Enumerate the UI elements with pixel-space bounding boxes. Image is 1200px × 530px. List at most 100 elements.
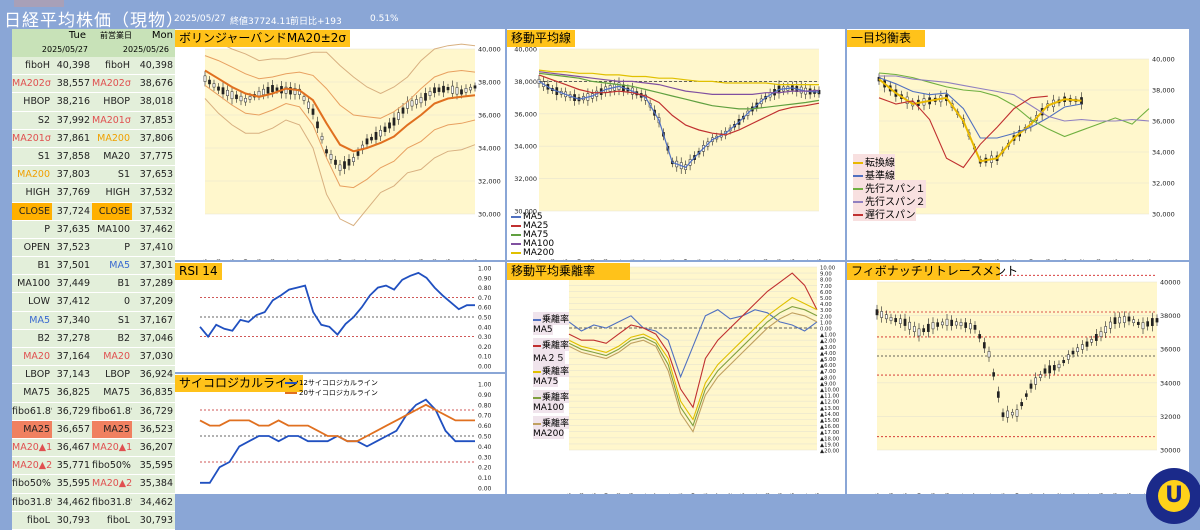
row-value: 37,410	[132, 238, 175, 257]
candle	[203, 75, 207, 82]
candle	[316, 121, 319, 129]
table-row: fibo50% 35,595 MA20▲2σ 35,384	[12, 475, 175, 494]
candle	[1132, 319, 1136, 323]
y-tick-label: 0.00	[820, 327, 832, 333]
candle	[248, 96, 252, 100]
row-value: 37,046	[132, 329, 175, 347]
legend-entry: MA100	[533, 403, 565, 413]
x-tick-label: 2025/05/13	[433, 259, 439, 260]
x-tick-label: 2025/03/18	[945, 493, 951, 494]
candle	[987, 351, 991, 358]
deviation-panel: 10.00 9.00 8.00 7.00 6.00 5.00 4.00 3.00 2.00 1.0…	[507, 262, 845, 525]
series-line	[568, 296, 818, 421]
candle	[992, 372, 996, 377]
x-tick-label: 2025/03/27	[945, 259, 951, 260]
candle	[1127, 316, 1131, 322]
y-tick-label: 0.60	[478, 305, 492, 312]
y-tick-label: 36,000	[478, 112, 501, 120]
candle	[469, 86, 472, 91]
legend-entry: 先行スパン１	[853, 180, 926, 195]
y-tick-label: 30,000	[478, 211, 501, 219]
candle	[1118, 316, 1122, 324]
row-value: 37,806	[132, 129, 175, 147]
legend-entry: 先行スパン２	[853, 193, 926, 208]
row-label: HBOP	[12, 93, 52, 111]
y-tick-label: ▲7.00	[820, 369, 836, 375]
psy-panel: 1.00 0.90 0.80 0.70 0.60 0.50 0.40 0.30 0.20 0.10…	[175, 374, 505, 494]
row-label: MA5	[12, 311, 52, 329]
row-value: 37,462	[132, 220, 175, 238]
row-label: LBOP	[12, 366, 52, 384]
row-value: 40,398	[52, 57, 92, 75]
x-tick-label: 2025/03/27	[298, 259, 304, 260]
table-row: MA100 37,449 B1 37,289	[12, 275, 175, 294]
y-tick-label: ▲1.00	[820, 333, 836, 339]
x-tick-label: 2025/05/26	[817, 259, 823, 260]
candle	[1043, 368, 1047, 374]
candle	[1136, 321, 1140, 325]
legend-entry: MA5	[511, 212, 543, 222]
y-tick-label: ▲4.00	[820, 351, 836, 357]
row-label: fibo50%	[12, 475, 52, 493]
x-tick-label: 2025/03/10	[911, 259, 917, 260]
y-tick-label: 0.40	[478, 444, 492, 451]
table-row: fibo31.8% 34,462 fibo31.8% 34,462	[12, 493, 175, 512]
row-value: 37,803	[52, 166, 92, 184]
series-line	[538, 72, 820, 110]
row-value: 37,164	[52, 348, 92, 366]
candle	[1080, 344, 1084, 350]
y-tick-label: 0.10	[478, 475, 492, 482]
x-tick-label: 2025/03/18	[629, 493, 635, 494]
candle	[1113, 317, 1117, 324]
row-label: MA202σ	[92, 75, 132, 93]
candle	[244, 98, 247, 103]
candle	[945, 318, 949, 326]
x-tick-label: 6/10/2025	[1130, 259, 1136, 260]
table-row: MA20▲1σ 36,467 MA20▲1σ 36,207	[12, 438, 175, 458]
candle	[311, 108, 315, 115]
header-pct: 0.51%	[370, 14, 399, 24]
header-date: 2025/05/27	[174, 14, 226, 24]
x-tick-label: 2025/03/10	[917, 493, 923, 494]
legend-entry: MA5	[533, 325, 553, 335]
row-value: 37,301	[132, 257, 175, 275]
x-tick-label: 2025/03/13	[590, 259, 596, 260]
table-row: fiboL 30,793 fiboL 30,793	[12, 511, 175, 530]
row-value: 35,595	[132, 457, 175, 475]
y-tick-label: 30,000	[514, 208, 537, 216]
y-tick-label: 32,000	[1152, 180, 1175, 188]
candle	[239, 95, 243, 102]
candle	[1155, 318, 1159, 323]
row-label: MA100	[12, 275, 52, 293]
y-tick-label: 1.00	[478, 382, 492, 389]
table-row: MA25 36,657 MA25 36,523	[12, 420, 175, 439]
row-value: 38,676	[132, 75, 175, 93]
x-tick-label: 2025/05/08	[1099, 493, 1105, 494]
candle	[922, 328, 926, 333]
y-tick-label: 8.00	[820, 278, 832, 284]
x-tick-label: 2025/05/16	[1063, 259, 1069, 260]
row-label: MA75	[12, 384, 52, 402]
x-tick-label: 2025/05/13	[1113, 493, 1119, 494]
candle	[460, 89, 463, 95]
header-close: 終値37724.11	[230, 17, 291, 27]
series-line	[879, 75, 1150, 122]
candle	[208, 79, 211, 85]
candle	[379, 129, 382, 137]
table-row: OPEN 37,523 P 37,410	[12, 238, 175, 258]
row-value: 34,462	[52, 493, 92, 511]
y-tick-label: 30000	[1160, 447, 1181, 455]
row-value: 36,835	[132, 384, 175, 402]
x-tick-label: 2025/04/22	[379, 259, 385, 260]
row-value: 38,018	[132, 93, 175, 111]
x-tick-label: 2025/04/09	[691, 493, 697, 494]
row-label: S1	[12, 147, 52, 166]
y-tick-label: 1.00	[478, 266, 492, 273]
x-tick-label: 2025/02/28	[579, 493, 585, 494]
x-tick-label: 2025/05/08	[419, 259, 425, 260]
x-tick-label: 2025/04/01	[657, 259, 663, 260]
row-label: fibo61.8%	[12, 402, 60, 420]
candle	[1029, 383, 1033, 389]
fibonacci-chart: 40000 38000 36000 34000 32000 30000 2025/02/25…	[875, 274, 1181, 525]
y-tick-label: 0.10	[478, 354, 492, 361]
